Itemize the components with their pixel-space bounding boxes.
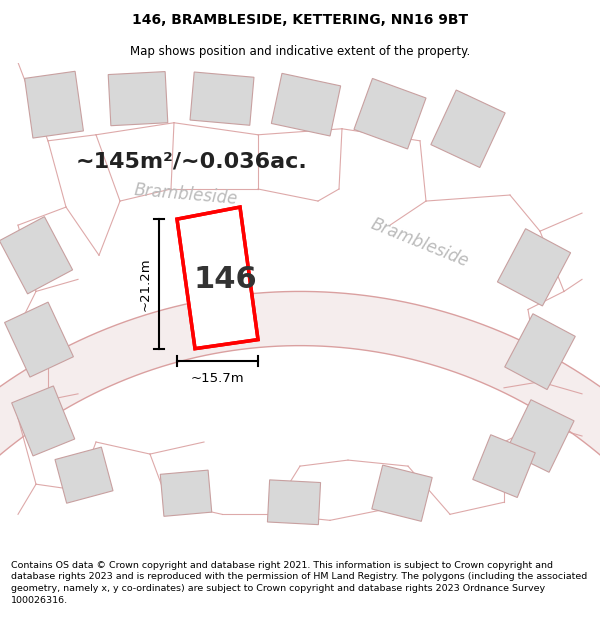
Polygon shape xyxy=(108,72,168,126)
Polygon shape xyxy=(11,386,75,456)
Polygon shape xyxy=(25,71,83,138)
Polygon shape xyxy=(0,291,600,546)
Text: Contains OS data © Crown copyright and database right 2021. This information is : Contains OS data © Crown copyright and d… xyxy=(11,561,587,605)
Polygon shape xyxy=(0,217,73,294)
Polygon shape xyxy=(271,73,341,136)
Polygon shape xyxy=(5,302,73,377)
Text: Brambleside: Brambleside xyxy=(133,181,239,209)
Polygon shape xyxy=(497,229,571,306)
Text: Map shows position and indicative extent of the property.: Map shows position and indicative extent… xyxy=(130,45,470,58)
Text: ~21.2m: ~21.2m xyxy=(139,257,152,311)
Polygon shape xyxy=(505,314,575,389)
Text: ~15.7m: ~15.7m xyxy=(191,371,244,384)
Polygon shape xyxy=(354,79,426,149)
Polygon shape xyxy=(55,447,113,503)
Text: ~145m²/~0.036ac.: ~145m²/~0.036ac. xyxy=(76,152,308,172)
Polygon shape xyxy=(372,465,432,521)
Polygon shape xyxy=(473,435,535,498)
Polygon shape xyxy=(506,400,574,472)
Polygon shape xyxy=(160,470,212,516)
Polygon shape xyxy=(190,72,254,125)
Polygon shape xyxy=(268,480,320,524)
Text: Brambleside: Brambleside xyxy=(368,216,472,271)
Text: 146: 146 xyxy=(193,265,257,294)
Polygon shape xyxy=(177,207,258,349)
Text: 146, BRAMBLESIDE, KETTERING, NN16 9BT: 146, BRAMBLESIDE, KETTERING, NN16 9BT xyxy=(132,12,468,27)
Polygon shape xyxy=(186,219,251,341)
Polygon shape xyxy=(431,90,505,168)
